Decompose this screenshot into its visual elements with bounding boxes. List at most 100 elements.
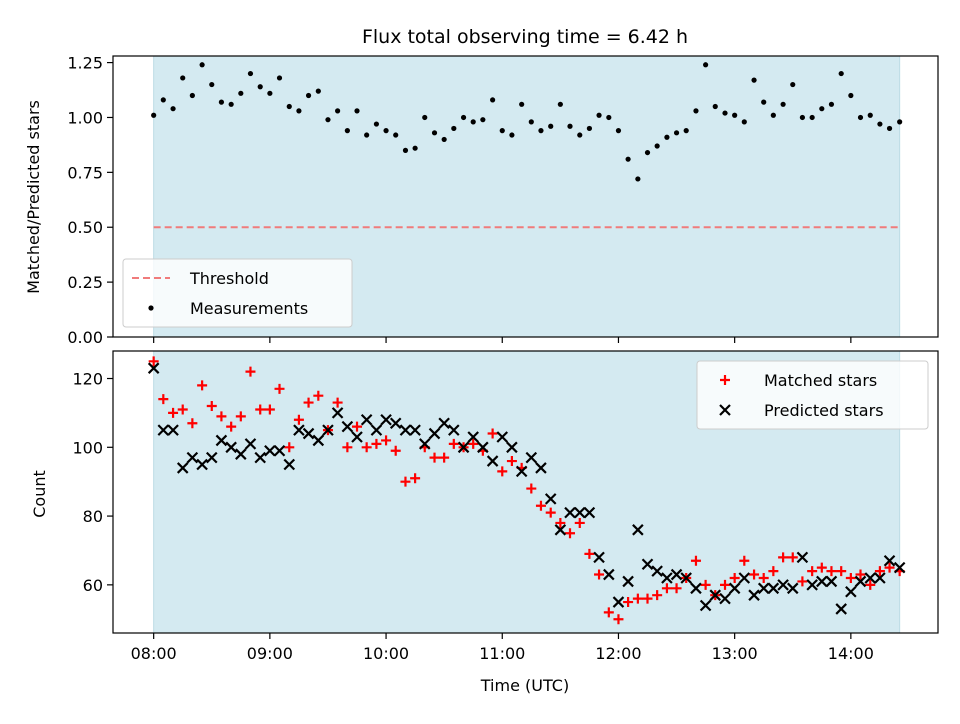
data-point [428, 427, 441, 440]
data-point [218, 99, 225, 105]
data-point [389, 417, 402, 429]
data-point [264, 444, 276, 457]
data-point [797, 576, 808, 587]
data-point [509, 132, 515, 138]
data-point [567, 123, 573, 129]
data-point [429, 452, 440, 463]
data-point [632, 524, 644, 536]
data-point [826, 566, 837, 577]
data-point [390, 445, 401, 456]
data-point [596, 112, 602, 118]
data-point [874, 566, 885, 577]
data-point [480, 117, 486, 123]
axes-frame [112, 55, 939, 338]
legend-box [122, 258, 353, 328]
data-point [845, 585, 857, 598]
data-point [296, 108, 302, 114]
data-point [593, 551, 605, 564]
data-point [226, 421, 237, 432]
data-point [180, 75, 186, 81]
x-tick-label: 13:00 [712, 644, 758, 663]
data-point [603, 568, 615, 581]
data-point [409, 424, 421, 436]
data-point [412, 145, 418, 151]
data-point [196, 458, 208, 471]
data-point [441, 136, 447, 143]
data-point [470, 119, 476, 125]
data-point [897, 119, 903, 125]
data-point [467, 431, 479, 443]
data-point [360, 414, 373, 426]
y-tick-label: 0.50 [67, 218, 103, 237]
data-point [468, 438, 479, 449]
y-tick-label: 1.25 [67, 54, 103, 73]
data-point [273, 444, 286, 457]
legend-swatch [719, 404, 731, 416]
data-point [361, 442, 372, 453]
data-point [354, 108, 360, 114]
x-tick-label: 14:00 [828, 644, 874, 663]
bottom-y-axis-label: Count [30, 470, 49, 518]
count-panel: 60 80 100 120 08:00 09:00 10:00 11:00 12:00 13:00… [72, 350, 939, 663]
data-point [267, 90, 273, 96]
data-point [274, 383, 285, 394]
data-point [399, 424, 412, 436]
data-point [215, 434, 228, 447]
data-point [342, 442, 353, 453]
data-point [778, 552, 789, 563]
legend-swatch [148, 305, 154, 311]
data-point [816, 575, 828, 588]
data-point [586, 125, 593, 132]
data-point [819, 106, 825, 112]
data-point [410, 473, 421, 484]
data-point [199, 62, 205, 68]
data-point [490, 97, 496, 103]
data-point [729, 572, 740, 583]
data-point [790, 81, 796, 88]
data-point [293, 414, 304, 425]
data-point [402, 147, 409, 153]
data-point [352, 421, 363, 432]
y-tick-label: 0.25 [67, 273, 103, 292]
series-matched-stars [148, 356, 905, 625]
x-tick-label: 12:00 [595, 644, 641, 663]
legend-label: Predicted stars [764, 401, 884, 420]
data-point [786, 582, 799, 595]
data-point [864, 572, 877, 584]
data-point [857, 114, 864, 121]
data-point [499, 128, 505, 134]
legend-label: Measurements [190, 299, 308, 318]
data-point [651, 565, 663, 577]
data-point [284, 442, 295, 453]
data-point [303, 397, 314, 408]
data-point [664, 134, 670, 140]
data-point [205, 451, 218, 464]
data-point [477, 441, 489, 454]
data-point [216, 411, 227, 422]
data-point [460, 114, 467, 121]
data-point [557, 101, 563, 107]
data-point [623, 597, 634, 608]
data-point [283, 458, 296, 471]
legend: Matched stars Predicted stars [696, 360, 929, 430]
data-point [699, 599, 712, 612]
data-point [254, 451, 266, 464]
data-point [422, 114, 428, 121]
data-point [160, 97, 166, 103]
data-point [370, 424, 383, 436]
data-point [335, 108, 341, 114]
data-point [381, 435, 392, 446]
x-tick-label: 09:00 [247, 644, 293, 663]
legend-label: Threshold [189, 269, 269, 288]
data-point [497, 466, 508, 477]
data-point [690, 582, 702, 595]
data-point [487, 428, 498, 439]
data-point [554, 524, 567, 536]
data-point [506, 456, 517, 467]
data-point [670, 568, 683, 581]
data-point [712, 103, 718, 110]
data-point [276, 75, 283, 81]
data-point [652, 590, 663, 601]
data-point [855, 569, 866, 580]
